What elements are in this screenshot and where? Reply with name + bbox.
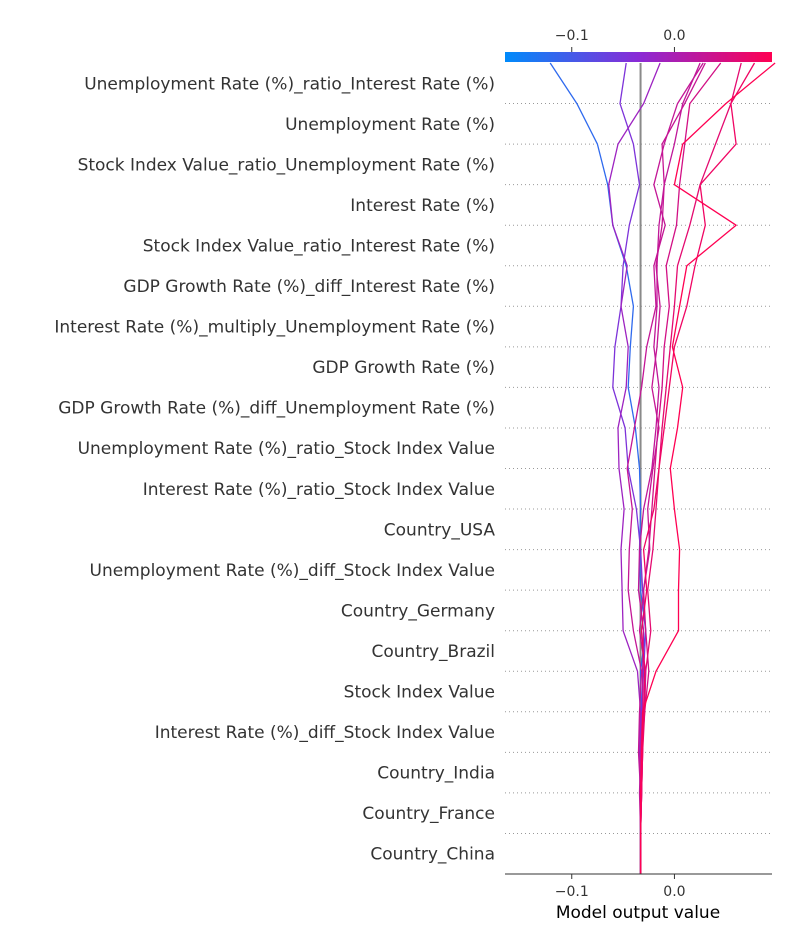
decision-line [639,62,776,874]
row-separators [505,103,772,875]
feature-label: Stock Index Value [344,683,495,703]
feature-label: Interest Rate (%)_diff_Stock Index Value [155,723,495,743]
feature-label: Unemployment Rate (%)_ratio_Stock Index … [78,439,495,459]
feature-label: Country_Germany [341,601,495,621]
decision-line [639,62,742,874]
feature-label: Unemployment Rate (%)_ratio_Interest Rat… [84,74,495,94]
decision-line [608,62,661,874]
x-axis-label: Model output value [556,903,720,923]
feature-label: Interest Rate (%) [350,196,495,216]
feature-label: Country_France [362,804,495,824]
feature-label: Interest Rate (%)_ratio_Stock Index Valu… [143,480,495,500]
feature-label: Stock Index Value_ratio_Unemployment Rat… [78,155,495,175]
axes: −0.1 −0.1 0.0 0.0 [505,28,772,900]
feature-label: Country_Brazil [372,642,495,662]
decision-lines [549,62,776,874]
feature-label: Unemployment Rate (%)_diff_Stock Index V… [90,561,495,581]
feature-label: GDP Growth Rate (%)_diff_Interest Rate (… [123,277,495,297]
x-tick-label: −0.1 [555,884,589,900]
feature-labels: Unemployment Rate (%)_ratio_Interest Rat… [54,74,495,864]
feature-label: Interest Rate (%)_multiply_Unemployment … [54,318,495,338]
feature-label: GDP Growth Rate (%)_diff_Unemployment Ra… [58,399,495,419]
decision-line [626,62,704,874]
feature-label: Country_China [370,845,495,865]
decision-line [637,62,701,874]
colorbar-tick-label: 0.0 [663,28,685,44]
colorbar-tick-label: −0.1 [555,28,589,44]
colorbar [505,52,772,62]
feature-label: Country_India [377,764,495,784]
feature-label: Stock Index Value_ratio_Interest Rate (%… [143,236,495,256]
feature-label: GDP Growth Rate (%) [312,358,495,378]
feature-label: Country_USA [384,520,496,540]
feature-label: Unemployment Rate (%) [285,115,495,135]
x-tick-label: 0.0 [663,884,685,900]
decision-line [639,62,756,874]
